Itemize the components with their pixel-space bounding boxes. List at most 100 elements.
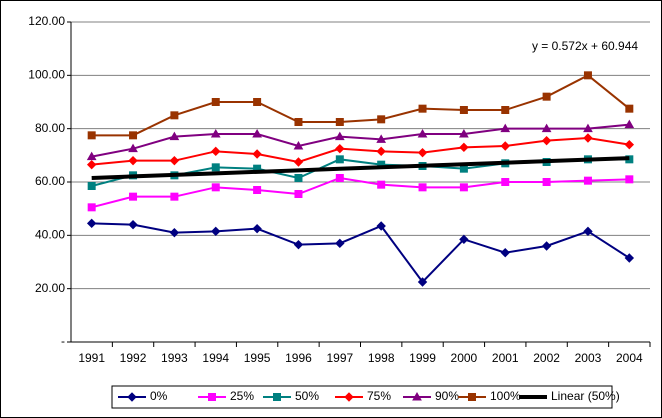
marker <box>583 123 593 133</box>
x-tick-label: 2004 <box>616 351 643 365</box>
marker <box>253 186 262 194</box>
marker <box>500 247 510 258</box>
marker <box>211 163 220 172</box>
y-tick-label: 40.00 <box>35 228 65 242</box>
y-tick-label: - <box>61 334 65 348</box>
marker <box>583 176 592 185</box>
series-line <box>91 176 630 209</box>
legend-label: 0% <box>150 389 168 403</box>
marker <box>417 128 428 138</box>
x-tick-label: 2001 <box>492 351 519 365</box>
marker <box>500 123 511 133</box>
marker <box>335 118 344 126</box>
marker <box>293 140 304 150</box>
x-tick-label: 1996 <box>285 351 312 365</box>
y-tick-label: 100.00 <box>28 68 65 82</box>
trendline-equation: y = 0.572x + 60.944 <box>532 39 638 53</box>
marker <box>624 253 635 263</box>
marker <box>169 155 180 166</box>
marker <box>335 238 345 249</box>
marker <box>501 106 510 114</box>
marker <box>377 115 386 124</box>
series-line <box>91 74 630 137</box>
marker <box>459 106 468 114</box>
x-tick-label: 1998 <box>368 351 395 365</box>
marker <box>335 155 344 164</box>
legend-label: 90% <box>435 389 459 403</box>
marker <box>501 178 510 186</box>
marker <box>335 174 344 182</box>
marker <box>583 226 593 237</box>
marker <box>211 98 220 106</box>
marker <box>583 71 592 80</box>
marker <box>376 134 387 143</box>
series-line <box>91 222 630 284</box>
x-tick-label: 1995 <box>244 351 271 365</box>
marker <box>128 219 138 230</box>
marker <box>412 391 422 401</box>
marker <box>252 149 262 159</box>
y-tick-label: 120.00 <box>28 14 65 28</box>
marker <box>273 393 281 401</box>
marker <box>211 146 221 157</box>
marker <box>211 226 221 237</box>
x-tick-label: 1999 <box>409 351 436 365</box>
marker <box>624 119 635 129</box>
x-tick-label: 1991 <box>78 351 105 365</box>
marker <box>294 118 303 126</box>
marker <box>459 128 469 138</box>
marker <box>252 223 262 234</box>
legend-label: Linear (50%) <box>551 389 620 403</box>
marker <box>170 111 179 120</box>
marker <box>418 183 427 192</box>
marker <box>129 131 138 140</box>
marker <box>293 239 304 250</box>
marker <box>334 131 345 141</box>
marker <box>377 180 386 189</box>
marker <box>376 146 386 157</box>
series-line <box>91 156 630 180</box>
marker <box>86 218 97 229</box>
legend-label: 50% <box>295 389 319 403</box>
marker <box>294 190 303 198</box>
y-tick-label: 60.00 <box>35 174 65 188</box>
marker <box>624 139 635 150</box>
marker <box>541 123 552 133</box>
marker <box>127 392 137 402</box>
marker <box>252 128 262 138</box>
marker <box>128 143 138 153</box>
marker <box>169 227 180 238</box>
marker <box>500 141 510 151</box>
series-line <box>91 123 630 158</box>
marker <box>418 104 427 113</box>
marker <box>87 131 96 140</box>
marker <box>625 104 634 113</box>
x-tick-label: 2003 <box>575 351 602 365</box>
y-tick-label: 80.00 <box>35 121 65 135</box>
marker <box>208 393 216 401</box>
marker <box>87 203 96 212</box>
marker <box>625 175 634 184</box>
marker <box>128 155 138 166</box>
marker <box>417 277 428 287</box>
marker <box>294 174 303 182</box>
marker <box>542 92 551 101</box>
marker <box>86 159 97 170</box>
marker <box>170 192 179 201</box>
x-tick-label: 1993 <box>161 351 188 365</box>
marker <box>86 151 97 161</box>
marker <box>541 135 552 146</box>
marker <box>129 192 138 201</box>
marker <box>335 143 345 154</box>
series-line <box>91 136 630 166</box>
marker <box>541 241 552 251</box>
marker <box>376 221 386 231</box>
marker <box>344 392 354 402</box>
x-tick-label: 1992 <box>120 351 147 365</box>
marker <box>253 98 262 106</box>
marker <box>583 133 593 143</box>
marker <box>169 131 180 141</box>
